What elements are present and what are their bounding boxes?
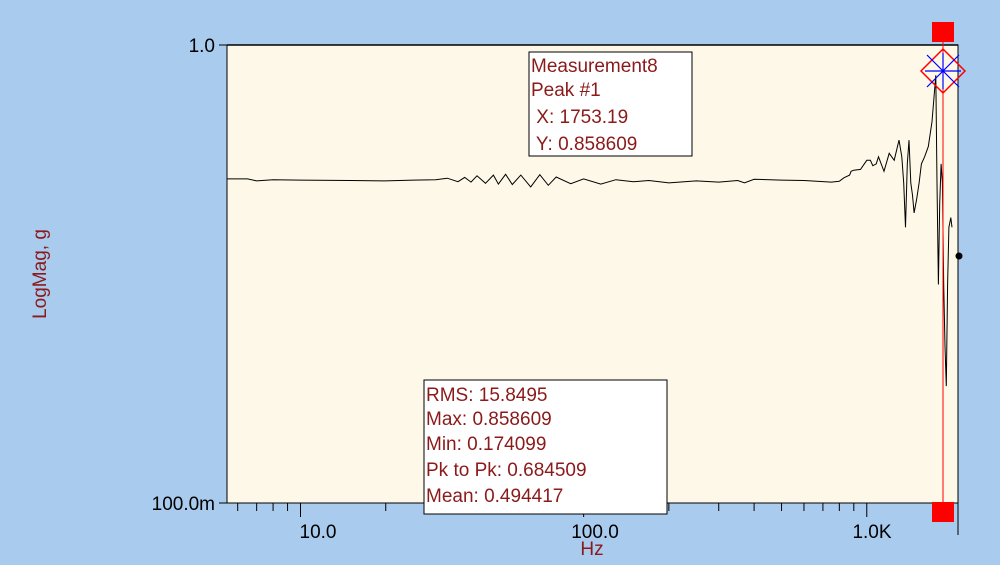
stats-box <box>423 379 668 515</box>
x-tick-label-1k: 1.0K <box>852 522 891 543</box>
y-tick-label-bottom: 100.0m <box>152 494 215 515</box>
stats-annotation: RMS: 15.8495 Max: 0.858609 Min: 0.174099… <box>423 379 668 515</box>
peak-annotation-title: Measurement8 <box>531 56 658 77</box>
peak-annotation-y: Y: 0.858609 <box>531 134 637 155</box>
x-tick-label-100: 100.0 <box>571 522 619 543</box>
peak-annotation-box <box>528 51 693 157</box>
cursor-handle-bottom[interactable] <box>932 502 954 522</box>
peak-annotation: Measurement8 Peak #1 X: 1753.19 Y: 0.858… <box>528 51 693 157</box>
stats-rms: RMS: 15.8495 <box>426 385 547 406</box>
peak-annotation-subtitle: Peak #1 <box>531 80 601 101</box>
x-tick-label-10: 10.0 <box>300 522 337 543</box>
stats-mean: Mean: 0.494417 <box>426 486 563 507</box>
stats-pk-to-pk: Pk to Pk: 0.684509 <box>426 460 587 481</box>
stats-max: Max: 0.858609 <box>426 409 552 430</box>
trace-end-dot <box>955 252 963 260</box>
stats-min: Min: 0.174099 <box>426 434 546 455</box>
cursor-handle-top[interactable] <box>932 22 954 42</box>
peak-marker-diamond <box>919 47 967 95</box>
y-axis-label: LogMag, g <box>30 229 51 319</box>
peak-marker[interactable] <box>919 47 967 95</box>
series-line-measurement8 <box>227 75 953 387</box>
y-tick-label-top: 1.0 <box>189 36 215 57</box>
x-axis-label: Hz <box>580 539 603 560</box>
peak-annotation-x: X: 1753.19 <box>531 107 628 128</box>
